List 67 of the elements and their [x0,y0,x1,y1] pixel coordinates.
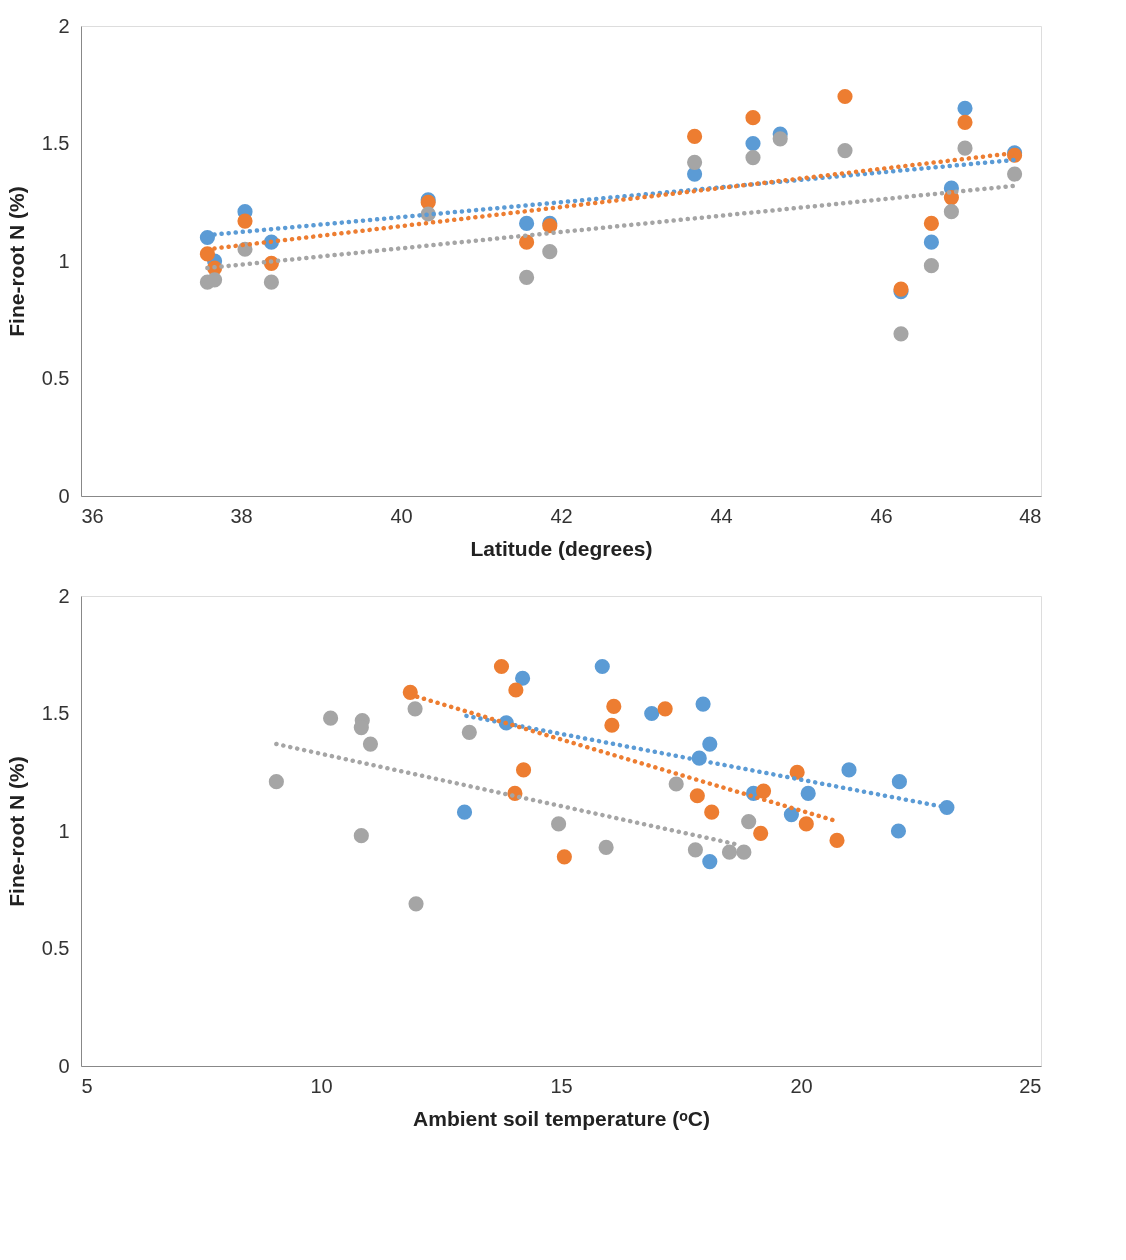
y-tick-label: 0 [58,1054,70,1077]
point [687,842,703,858]
point [456,804,473,820]
point [789,764,805,780]
y-tick-label: 0.5 [41,367,70,389]
x-tick-label: 44 [710,504,733,527]
point [461,724,477,740]
y-tick-label: 0 [58,484,70,507]
y-axis-title: Fine-root N (%) [4,756,28,907]
point [753,825,769,841]
y-axis-title: Fine-root N (%) [4,186,28,337]
point [407,701,423,717]
point [800,785,816,801]
point [362,736,379,752]
x-tick-label: 15 [550,1074,573,1097]
y-tick-label: 1 [58,249,70,272]
point [268,774,284,790]
x-tick-label: 25 [1019,1074,1042,1097]
point [841,762,857,778]
y-tick-label: 0.5 [41,937,70,959]
point [741,814,757,830]
point [755,783,772,799]
point [721,844,738,860]
point [353,828,369,844]
point [604,717,620,733]
x-axis-title: Ambient soil temperature (ᵒC) [413,1106,710,1130]
x-tick-label: 20 [790,1074,813,1097]
point [798,816,814,832]
point [657,701,673,717]
point [551,816,567,832]
x-tick-label: 46 [870,504,893,527]
point [689,788,705,804]
point [606,698,622,715]
point [702,736,718,752]
point [829,832,845,848]
point [702,853,718,870]
point [515,670,531,686]
point [695,696,711,712]
point [736,844,752,860]
x-tick-label: 38 [230,504,253,527]
x-tick-label: 42 [550,504,573,527]
point [783,806,799,823]
point [891,774,907,790]
x-tick-label: 40 [390,504,413,527]
point [598,839,614,856]
point [939,799,955,816]
x-tick-label: 5 [81,1074,93,1097]
x-tick-label: 48 [1019,504,1042,527]
y-tick-label: 1 [58,819,70,842]
y-tick-label: 1.5 [41,132,70,154]
point [493,658,510,675]
point [408,896,424,912]
point [323,710,339,726]
point [668,776,684,792]
y-tick-label: 2 [58,584,70,607]
x-tick-label: 10 [310,1074,333,1097]
x-tick-label: 36 [81,504,104,527]
point [515,762,532,778]
point [594,658,610,675]
y-tick-label: 2 [58,14,70,37]
point [556,849,572,865]
point [644,705,660,722]
point [508,682,524,698]
x-axis-title: Latitude (degrees) [470,536,653,560]
point [890,823,907,839]
point [704,804,720,820]
y-tick-label: 1.5 [41,702,70,724]
